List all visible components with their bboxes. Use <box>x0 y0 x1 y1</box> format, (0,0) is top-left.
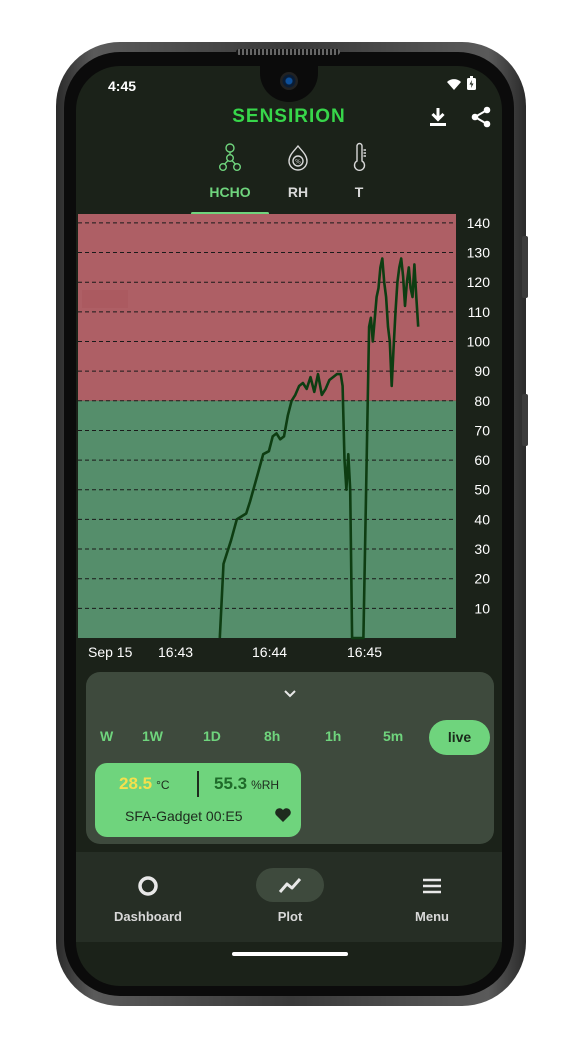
speaker-grille <box>236 49 340 55</box>
y-tick-label: 90 <box>474 363 490 379</box>
humidity-icon: % <box>286 142 310 172</box>
humidity-number: 55.3 <box>214 774 247 793</box>
time-range-panel: W 1W 1D 8h 1h 5m live 28.5 °C 55.3 %RH SFA-Gadg… <box>86 672 494 844</box>
favorite-button[interactable] <box>274 807 292 823</box>
humidity-value: 55.3 %RH <box>214 774 279 794</box>
status-time: 4:45 <box>108 78 136 94</box>
download-icon <box>429 107 447 127</box>
legend-marker <box>82 290 128 308</box>
screen: 4:45 SENSIRION HCHO <box>76 66 502 986</box>
range-live-button[interactable]: live <box>429 720 490 755</box>
y-tick-label: 70 <box>474 422 490 438</box>
nav-dashboard-label: Dashboard <box>88 909 208 924</box>
card-divider <box>197 771 199 797</box>
share-button[interactable] <box>468 104 494 130</box>
tab-rh-label: RH <box>268 184 328 200</box>
temperature-value: 28.5 °C <box>119 774 170 794</box>
y-tick-label: 60 <box>474 452 490 468</box>
chart-line-icon <box>278 874 302 898</box>
y-tick-label: 130 <box>467 245 491 261</box>
nav-menu[interactable]: Menu <box>372 852 492 942</box>
y-tick-label: 40 <box>474 511 490 527</box>
x-tick-label: Sep 15 <box>88 644 132 660</box>
camera-icon <box>280 72 298 90</box>
nav-plot[interactable]: Plot <box>230 852 350 942</box>
tab-hcho[interactable]: HCHO <box>200 142 260 212</box>
temperature-unit: °C <box>156 778 169 792</box>
range-button-1h[interactable]: 1h <box>325 728 341 744</box>
range-button-5m[interactable]: 5m <box>383 728 403 744</box>
device-name: SFA-Gadget 00:E5 <box>125 808 243 824</box>
y-tick-label: 80 <box>474 393 490 409</box>
thermometer-icon <box>347 142 371 172</box>
chart-svg: 10 20 30 40 50 60 70 80 90 100 110 120 130 140 <box>76 214 502 666</box>
y-tick-label: 50 <box>474 482 490 498</box>
alarm-zone <box>78 214 456 401</box>
x-axis: Sep 15 16:43 16:44 16:45 <box>76 644 502 664</box>
range-button-w[interactable]: W <box>100 728 113 744</box>
battery-icon <box>467 76 476 95</box>
wifi-icon <box>447 77 461 95</box>
menu-icon <box>420 874 444 898</box>
tab-hcho-label: HCHO <box>200 184 260 200</box>
range-button-1w[interactable]: 1W <box>142 728 163 744</box>
home-indicator[interactable] <box>232 952 348 956</box>
y-tick-label: 140 <box>467 215 491 231</box>
svg-text:%: % <box>295 159 301 166</box>
humidity-unit: %RH <box>251 778 279 792</box>
range-button-1d[interactable]: 1D <box>203 728 221 744</box>
tab-t[interactable]: T <box>329 142 389 212</box>
heart-icon <box>274 807 292 823</box>
y-tick-label: 120 <box>467 274 491 290</box>
hcho-chart[interactable]: 10 20 30 40 50 60 70 80 90 100 110 120 130 140 <box>76 214 502 666</box>
nav-plot-label: Plot <box>230 909 350 924</box>
x-tick-label: 16:44 <box>252 644 287 660</box>
chevron-down-icon <box>280 686 300 702</box>
share-icon <box>470 106 492 128</box>
range-live-label: live <box>429 720 490 755</box>
volume-button <box>522 236 528 298</box>
range-button-8h[interactable]: 8h <box>264 728 280 744</box>
circle-icon <box>136 874 160 898</box>
x-tick-label: 16:43 <box>158 644 193 660</box>
y-tick-label: 10 <box>474 600 490 616</box>
tab-rh[interactable]: % RH <box>268 142 328 212</box>
temperature-number: 28.5 <box>119 774 152 793</box>
collapse-button[interactable] <box>280 686 300 702</box>
notch <box>260 66 318 102</box>
tab-t-label: T <box>329 184 389 200</box>
device-card[interactable]: 28.5 °C 55.3 %RH SFA-Gadget 00:E5 <box>95 763 301 837</box>
bottom-navigation: Dashboard Plot Menu <box>76 852 502 942</box>
x-tick-label: 16:45 <box>347 644 382 660</box>
y-tick-label: 100 <box>467 333 491 349</box>
nav-menu-label: Menu <box>372 909 492 924</box>
status-icons <box>447 76 476 95</box>
download-button[interactable] <box>425 104 451 130</box>
power-button <box>522 394 528 446</box>
y-tick-label: 20 <box>474 571 490 587</box>
nav-dashboard[interactable]: Dashboard <box>88 852 208 942</box>
y-tick-label: 110 <box>468 304 491 320</box>
molecule-icon <box>218 142 242 172</box>
y-tick-label: 30 <box>474 541 490 557</box>
